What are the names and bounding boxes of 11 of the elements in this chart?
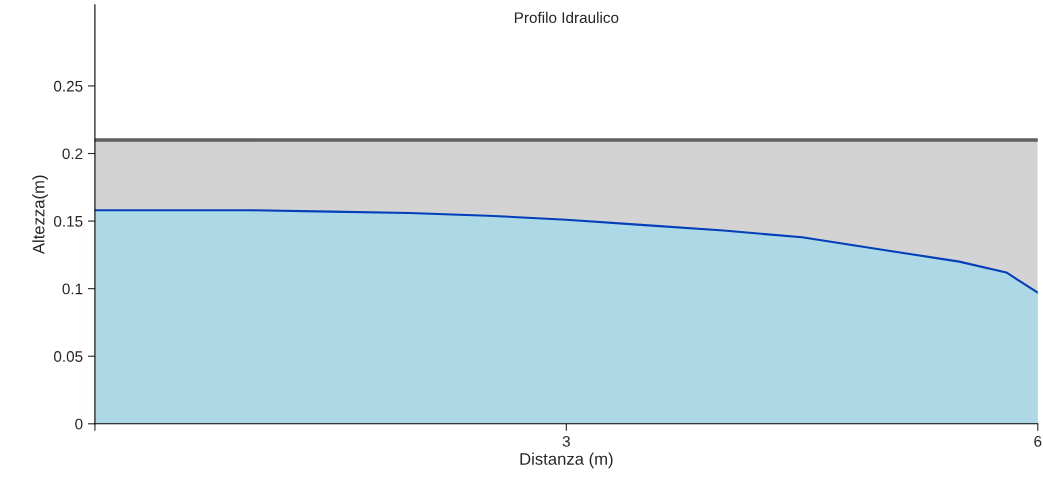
y-tick-label: 0.1 [62,283,83,295]
chart-title: Profilo Idraulico [514,11,619,24]
y-tick-label: 0.2 [62,148,83,160]
y-axis-title: Altezza(m) [32,175,48,255]
y-tick-label: 0 [75,418,83,430]
y-tick-label: 0.05 [53,351,83,362]
y-tick-label: 0.25 [53,80,83,92]
x-axis-title: Distanza (m) [520,452,613,469]
x-tick-label: 3 [562,436,570,447]
y-tick-label: 0.15 [53,215,83,227]
x-tick-label: 6 [1034,436,1042,447]
